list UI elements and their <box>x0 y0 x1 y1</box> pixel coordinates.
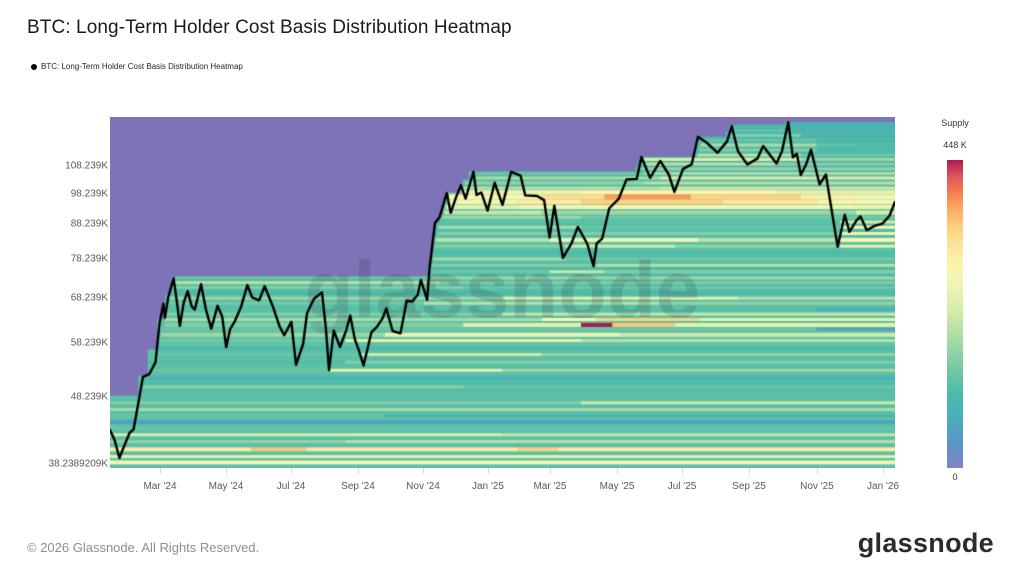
x-tick-mark <box>748 468 750 474</box>
colorbar-min-label: 0 <box>952 472 958 482</box>
x-tick-label: Mar '24 <box>143 481 177 492</box>
x-tick-label: Nov '24 <box>406 481 440 492</box>
y-tick-label: 78.239K <box>70 253 108 265</box>
x-tick-label: Jan '25 <box>472 481 504 492</box>
x-tick-label: May '25 <box>599 481 635 492</box>
x-tick-label: Jul '25 <box>667 481 697 492</box>
brand-wordmark: glassnode <box>857 528 994 558</box>
y-tick-label: 38.2389209K <box>48 458 108 470</box>
colorbar-title: Supply <box>941 118 969 128</box>
y-tick-label: 88.239K <box>70 218 108 230</box>
x-tick-mark <box>226 468 228 474</box>
legend-dot-icon <box>31 63 37 70</box>
x-tick-mark <box>291 468 293 474</box>
y-tick-label: 108.239K <box>65 160 108 172</box>
colorbar-gradient <box>947 160 963 468</box>
x-tick-label: Sep '24 <box>341 481 375 492</box>
x-tick-label: Jul '24 <box>276 481 306 492</box>
x-tick-mark <box>617 468 619 474</box>
x-tick-mark <box>422 468 424 474</box>
y-tick-label: 58.239K <box>70 337 108 349</box>
colorbar-max-label: 448 K <box>943 140 967 150</box>
x-tick-label: May '24 <box>208 481 244 492</box>
x-tick-mark <box>816 468 818 474</box>
x-tick-label: Nov '25 <box>800 481 834 492</box>
x-tick-mark <box>357 468 359 474</box>
x-tick-mark <box>487 468 489 474</box>
y-tick-label: 48.239K <box>70 391 108 403</box>
heatmap-canvas[interactable] <box>110 117 895 468</box>
y-tick-label: 98.239K <box>70 188 108 200</box>
x-tick-mark <box>160 468 161 474</box>
y-tick-label: 68.239K <box>70 292 108 304</box>
x-tick-label: Mar '25 <box>533 481 567 492</box>
footer-copyright: © 2026 Glassnode. All Rights Reserved. <box>27 540 260 555</box>
heatmap-plot[interactable] <box>110 117 895 468</box>
page-title: BTC: Long-Term Holder Cost Basis Distrib… <box>27 17 512 38</box>
x-tick-mark <box>549 468 551 474</box>
x-tick-mark <box>682 468 684 474</box>
x-tick-mark <box>882 468 884 474</box>
x-tick-label: Jan '26 <box>867 481 899 492</box>
x-tick-label: Sep '25 <box>732 481 766 492</box>
legend-label: BTC: Long-Term Holder Cost Basis Distrib… <box>41 62 243 71</box>
legend: BTC: Long-Term Holder Cost Basis Distrib… <box>31 62 243 71</box>
